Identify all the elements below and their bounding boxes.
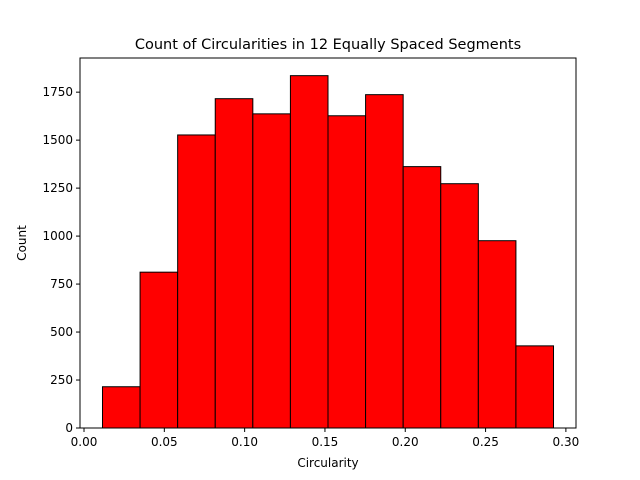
y-axis: 0 250 500 750 1000 1250 1500 1750 [42, 85, 80, 435]
histogram-bar [515, 345, 555, 429]
histogram-bar [440, 183, 479, 429]
histogram-bar [477, 240, 517, 429]
x-tick-label: 0.05 [151, 435, 178, 449]
y-tick-label: 1750 [42, 85, 73, 99]
histogram-bar [214, 98, 254, 429]
x-tick-label: 0.10 [231, 435, 258, 449]
bars-group [101, 75, 555, 429]
x-axis-label: Circularity [297, 456, 358, 470]
histogram-bar [289, 75, 329, 429]
x-axis: 0.00 0.05 0.10 0.15 0.20 0.25 0.30 [71, 428, 580, 449]
histogram-bar [252, 113, 291, 429]
x-tick-label: 0.15 [312, 435, 339, 449]
histogram-bar [327, 115, 367, 429]
y-tick-label: 1500 [42, 133, 73, 147]
y-tick-label: 0 [65, 421, 73, 435]
chart-title: Count of Circularities in 12 Equally Spa… [135, 37, 521, 53]
y-tick-label: 1000 [42, 229, 73, 243]
x-tick-label: 0.00 [71, 435, 98, 449]
x-tick-label: 0.25 [472, 435, 499, 449]
histogram-bar [177, 134, 216, 429]
histogram-bar [402, 166, 442, 429]
x-tick-label: 0.30 [553, 435, 580, 449]
y-tick-label: 500 [50, 325, 73, 339]
histogram-bar [139, 271, 179, 429]
plot-frame [79, 57, 577, 429]
y-tick-label: 750 [50, 277, 73, 291]
histogram-bar [365, 94, 404, 429]
y-tick-label: 1250 [42, 181, 73, 195]
y-axis-label: Count [15, 225, 29, 261]
x-tick-label: 0.20 [392, 435, 419, 449]
histogram-bar [101, 386, 141, 429]
y-tick-label: 250 [50, 373, 73, 387]
